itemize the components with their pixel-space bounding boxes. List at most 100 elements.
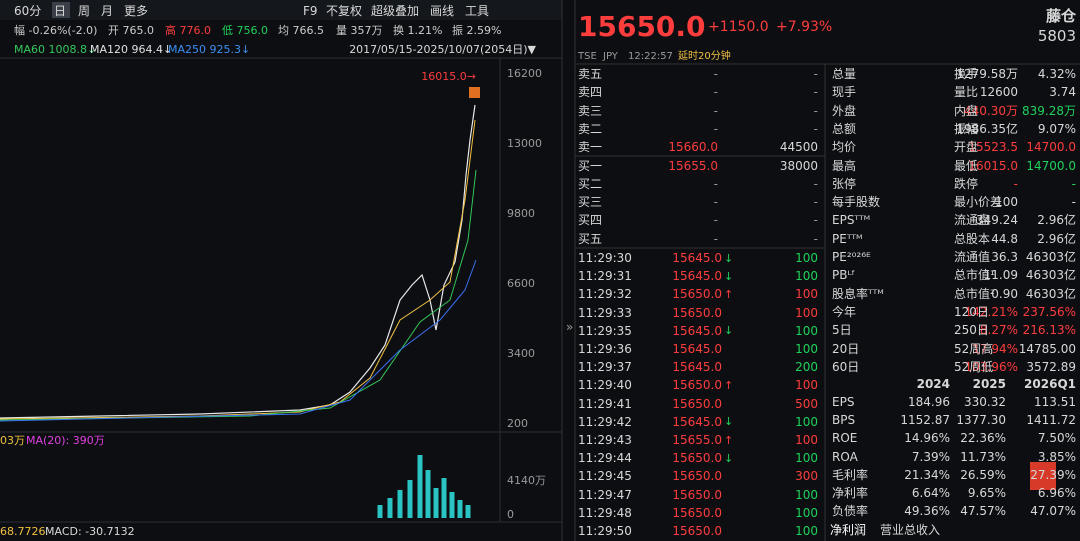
trade-volume: 100 (795, 433, 818, 447)
y-tick-label: 13000 (507, 136, 542, 150)
stat-label: 股息率ᵀᵀᴹ (832, 286, 884, 301)
stat-value: 46303亿 (1025, 286, 1076, 301)
trade-time: 11:29:30 (578, 251, 632, 265)
book-price: - (713, 121, 718, 136)
fund-value: 26.59% (960, 467, 1006, 482)
book-price: - (713, 213, 718, 228)
stat-label: PE²⁰²⁶ᴱ (832, 250, 871, 264)
trade-price: 15650.0 (672, 524, 722, 538)
trade-time: 11:29:48 (578, 505, 632, 520)
book-side: 买二 (578, 176, 603, 191)
stock-name: 藤仓 (1045, 6, 1076, 25)
fund-value: 49.36% (904, 504, 950, 519)
trade-time: 11:29:31 (578, 269, 632, 284)
fund-label: 负债率 (832, 504, 869, 519)
volume-bars (377, 455, 471, 518)
book-volume: - (813, 85, 818, 100)
toolbar-button[interactable]: 月 (101, 4, 114, 18)
toolbar-button[interactable]: 60分 (14, 4, 42, 18)
quote-field: 幅 -0.26%(-2.0) (14, 23, 98, 37)
trade-time: 11:29:40 (578, 378, 632, 393)
toolbar-button[interactable]: 更多 (124, 4, 149, 18)
trade-arrow: ↓ (724, 451, 734, 465)
trade-time: 11:29:44 (578, 451, 632, 466)
book-volume: 44500 (779, 140, 818, 155)
tab[interactable]: 净利润 (830, 523, 867, 537)
toolbar-bg (0, 0, 562, 20)
fund-value: 3.85% (1037, 449, 1076, 464)
stat-value: - (1013, 176, 1018, 191)
stat-label: 现手 (832, 85, 857, 100)
fund-value: 7.39% (911, 449, 950, 464)
toolbar-button[interactable]: 不复权 (326, 4, 363, 18)
stat-label: 20日 (832, 341, 860, 356)
book-price: - (713, 176, 718, 191)
trade-volume: 100 (795, 414, 818, 429)
book-side: 卖三 (578, 103, 603, 118)
toolbar-button[interactable]: 工具 (465, 4, 490, 18)
macd-value: 68.7726 (0, 524, 46, 538)
fund-value: 14.96% (904, 431, 950, 446)
toolbar-button[interactable]: F9 (303, 4, 318, 18)
stat-label: 60日 (832, 359, 860, 374)
fund-label: 净利率 (832, 486, 869, 500)
stat-label: 流通盘 (954, 213, 991, 228)
fund-value: 11.73% (960, 449, 1006, 464)
change-percent: +7.93% (776, 19, 833, 35)
trade-price: 15650.0 (672, 305, 722, 320)
stat-value: 2.96亿 (1037, 231, 1076, 246)
trade-price: 15650.0 (672, 469, 722, 484)
y-tick-label: 3400 (507, 346, 535, 360)
stat-value: 44.8 (991, 231, 1018, 246)
stat-value: 142.21% (964, 304, 1018, 319)
stat-label: 外盘 (832, 103, 857, 118)
book-side: 买五 (578, 231, 603, 246)
trade-arrow: ↓ (724, 415, 734, 429)
stat-value: 2.96亿 (1037, 213, 1076, 228)
book-volume: - (813, 103, 818, 118)
book-volume: - (813, 121, 818, 136)
price-line (0, 104, 476, 419)
quote-meta: 12:22:57 (628, 51, 673, 62)
fund-label: ROA (832, 449, 858, 464)
collapse-icon[interactable]: » (566, 320, 574, 334)
stat-label: PEᵀᵀᴹ (832, 231, 863, 246)
stat-label: 120日 (954, 304, 989, 319)
last-price: 15650.0 (578, 10, 706, 43)
quote-meta: TSE (578, 51, 597, 62)
book-volume: - (813, 67, 818, 81)
toolbar-button[interactable]: 超级叠加 (371, 4, 420, 18)
toolbar-button[interactable]: 日 (54, 4, 67, 18)
fund-label: 毛利率 (832, 467, 869, 482)
trade-volume: 500 (795, 396, 818, 411)
tab[interactable]: 营业总收入 (880, 523, 941, 537)
trade-time: 11:29:43 (578, 433, 632, 447)
trade-volume: 100 (795, 378, 818, 393)
stat-value: 46303亿 (1025, 268, 1076, 283)
peak-label: 16015.0→ (421, 69, 476, 83)
toolbar-button[interactable]: 周 (78, 4, 91, 18)
trade-price: 15645.0 (672, 269, 722, 284)
stat-value: 11.09 (983, 268, 1018, 283)
trade-volume: 100 (795, 251, 818, 265)
stat-label: PBᴸᶠ (832, 268, 856, 283)
stat-value: 349.24 (976, 213, 1018, 228)
stat-value: 4.32% (1037, 67, 1076, 81)
toolbar-button[interactable]: 画线 (430, 4, 455, 18)
stat-label: 最低 (954, 158, 979, 173)
quote-field: 低 756.0 (222, 23, 268, 37)
stat-value: 237.56% (1022, 304, 1076, 319)
book-side: 卖一 (578, 140, 603, 155)
trade-price: 15645.0 (672, 323, 722, 338)
trade-time: 11:29:37 (578, 360, 632, 375)
stat-label: 每手股数 (832, 195, 881, 210)
stat-label: 52周低 (954, 359, 994, 374)
fund-value: 47.57% (960, 504, 1006, 519)
ma-label: MA60 1008.8↓ (14, 42, 97, 56)
stat-value: 9.07% (1037, 121, 1076, 136)
trade-time: 11:29:35 (578, 323, 632, 338)
stat-value: 440.30万 (964, 103, 1018, 118)
fund-label: ROE (832, 431, 858, 446)
